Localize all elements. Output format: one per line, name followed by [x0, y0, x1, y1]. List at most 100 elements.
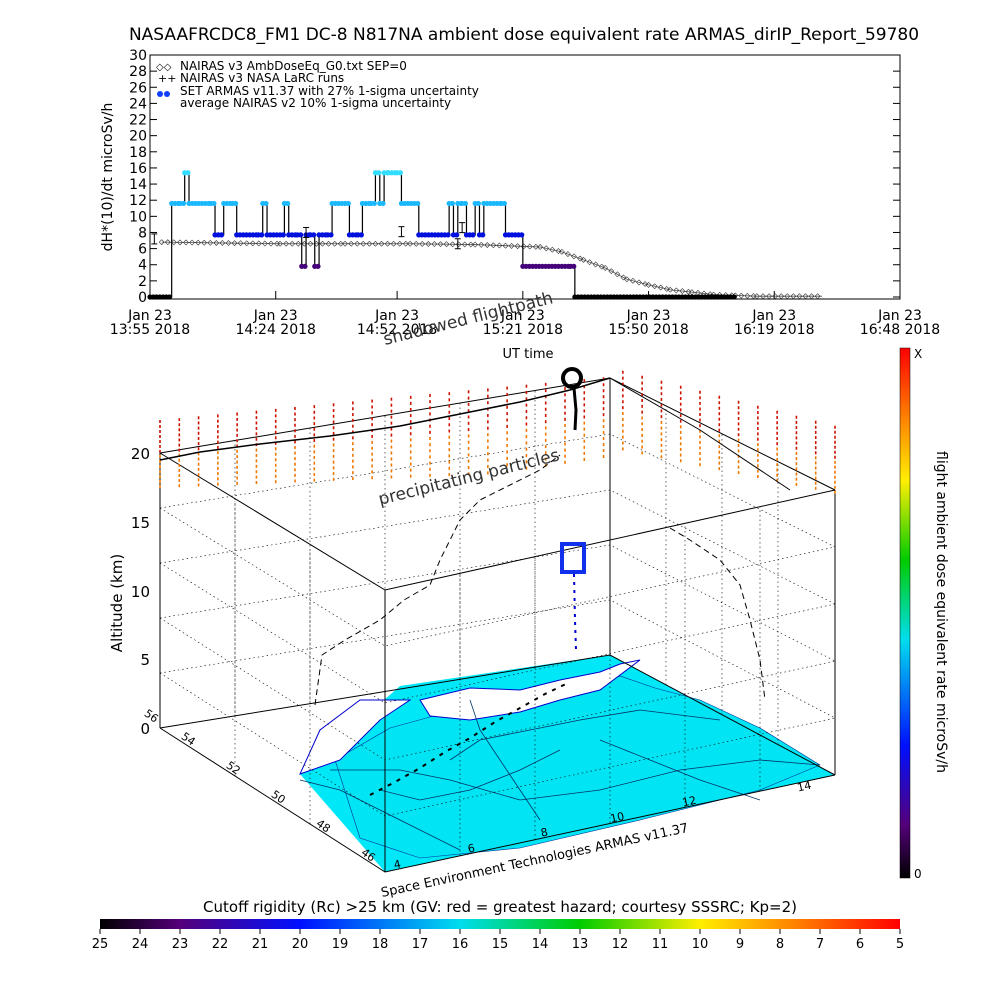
nairas-point — [390, 240, 397, 247]
nairas-point — [580, 256, 587, 263]
nairas-point — [384, 240, 391, 247]
armas-point — [571, 263, 577, 269]
armas-point — [280, 232, 286, 238]
nairas-point — [564, 251, 571, 258]
nairas-point — [195, 239, 202, 246]
armas-point — [211, 200, 217, 207]
latitude-tick-label: 54 — [179, 730, 198, 749]
nairas-point — [586, 259, 593, 266]
nairas-point — [636, 279, 642, 286]
nairas-point — [614, 271, 621, 278]
nairas-point — [176, 239, 183, 246]
nairas-point — [183, 239, 189, 246]
x-tick-label: Jan 23 — [877, 308, 922, 324]
nairas-point — [295, 240, 302, 247]
nairas-point — [738, 292, 745, 299]
longitude-tick-label: 6 — [466, 841, 476, 855]
nairas-point — [255, 240, 262, 247]
altitude-axis-label: Altitude (km) — [108, 554, 126, 652]
nairas-point — [623, 276, 630, 283]
nairas-point — [642, 281, 649, 287]
nairas-point — [496, 242, 503, 249]
nairas-point — [225, 240, 232, 246]
legend-label: NAIRAS v3 NASA LaRC runs — [180, 71, 344, 85]
armas-point — [415, 200, 421, 207]
altitude-tick-label: 20 — [131, 445, 150, 463]
armas-profile-point — [561, 367, 583, 389]
longitude-tick-label: 12 — [681, 794, 697, 810]
nairas-point — [372, 240, 379, 247]
nairas-point — [407, 240, 414, 247]
nairas-point — [602, 265, 609, 271]
nairas-point — [219, 240, 226, 246]
map-sea-north — [299, 699, 412, 775]
precipitating-particles-field — [159, 370, 836, 494]
nairas-point — [663, 286, 670, 292]
rigidity-tick-label: 9 — [736, 937, 744, 952]
rigidity-tick-label: 13 — [572, 937, 589, 952]
rigidity-tick-label: 23 — [172, 937, 189, 952]
colorbar-min-label: 0 — [914, 867, 922, 881]
nairas-point — [170, 239, 177, 246]
nairas-point — [760, 293, 766, 300]
nairas-point — [231, 240, 238, 247]
legend-item-armas: SET ARMAS v11.37 with 27% 1-sigma uncert… — [157, 84, 479, 98]
armas-vertical-profile — [560, 367, 586, 651]
nairas-point — [207, 239, 214, 246]
nairas-point — [685, 288, 692, 295]
legend-item-nairas-v3: ◇◇ NAIRAS v3 AmbDoseEq_G0.txt SEP=0 — [156, 59, 407, 73]
map-sea-baltic — [419, 659, 641, 721]
nairas-point — [484, 242, 491, 248]
nairas-point — [243, 240, 250, 247]
latitude-tick-label: 52 — [224, 759, 243, 778]
longitude-axis: 4 6 8 10 12 14 — [392, 779, 812, 872]
x-tick-label: 13:55 2018 — [110, 322, 190, 338]
armas-point — [454, 232, 460, 238]
nairas-point — [502, 242, 509, 249]
armas-point — [298, 232, 304, 238]
armas-point — [731, 294, 737, 300]
armas-point — [470, 232, 476, 238]
nairas-point — [467, 241, 474, 248]
y-tick-label: 14 — [129, 177, 147, 193]
nairas-point — [342, 240, 349, 247]
nairas-point — [213, 239, 220, 246]
legend-label: SET ARMAS v11.37 with 27% 1-sigma uncert… — [180, 84, 479, 98]
nairas-point — [508, 242, 515, 249]
nairas-point — [790, 293, 797, 300]
altitude-tick-label: 15 — [131, 514, 150, 532]
colorbar-gradient — [899, 347, 911, 879]
nairas-point — [360, 240, 367, 247]
armas-point — [185, 170, 191, 176]
armas-point — [218, 232, 225, 238]
nairas-point — [549, 246, 556, 253]
rigidity-tick-label: 5 — [896, 937, 904, 952]
latitude-tick-label: 50 — [269, 788, 288, 807]
nairas-point — [261, 240, 268, 247]
altitude-axis: 0 5 10 15 20 Altitude (km) — [108, 445, 150, 738]
nairas-point — [366, 240, 373, 247]
nairas-point — [301, 240, 308, 247]
armas-point — [397, 170, 403, 176]
page-title: NASAAFRCDC8_FM1 DC-8 N817NA ambient dose… — [129, 25, 919, 45]
nairas-point — [651, 283, 658, 290]
rigidity-tick-label: 6 — [856, 937, 864, 952]
armas-point — [475, 200, 481, 207]
y-tick-label: 18 — [129, 145, 147, 161]
armas-point — [259, 232, 265, 238]
nairas-point — [337, 240, 344, 247]
armas-point — [345, 200, 351, 207]
altitude-tick-label: 0 — [140, 720, 150, 738]
nairas-point — [268, 240, 274, 247]
x-tick-label: Jan 23 — [626, 308, 671, 324]
armas-point — [358, 232, 364, 238]
armas-point — [519, 232, 525, 238]
nairas-point — [814, 293, 821, 300]
rigidity-tick-label: 22 — [212, 937, 229, 952]
rigidity-ticks: 25 24 23 22 21 20 19 18 17 16 15 14 13 12 11 10 9 8 7 6 5 — [92, 929, 904, 952]
nairas-point — [201, 239, 208, 246]
armas-point — [380, 200, 386, 207]
rigidity-tick-label: 19 — [332, 937, 349, 952]
y-tick-label: 0 — [138, 290, 147, 306]
